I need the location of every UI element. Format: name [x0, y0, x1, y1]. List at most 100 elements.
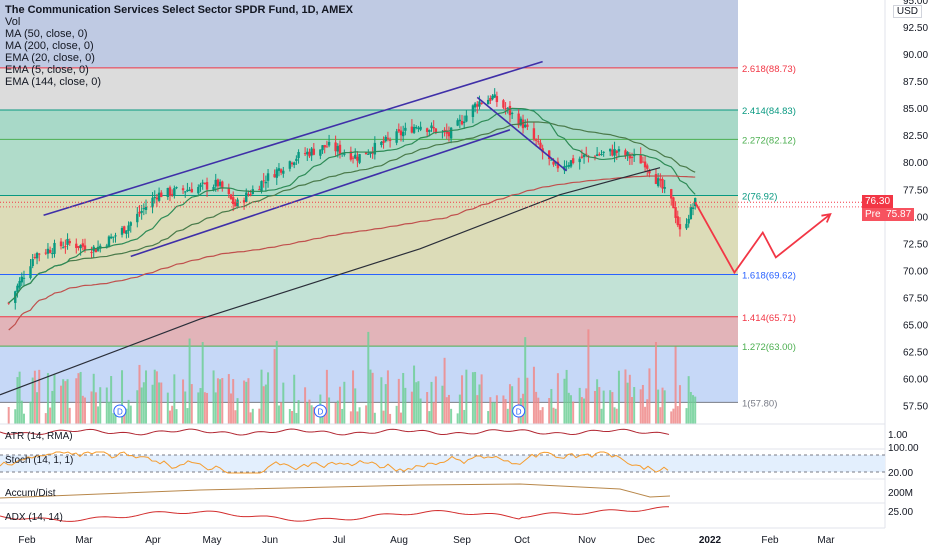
price-tick-label: 90.00 [903, 50, 928, 61]
candle-body [506, 107, 509, 109]
candle-body [567, 165, 570, 167]
candle-body [493, 94, 496, 98]
legend-ma50[interactable]: MA (50, close, 0) [5, 28, 88, 40]
price-tick-label: 67.50 [903, 293, 928, 304]
candle-body [643, 161, 647, 168]
candle-body [354, 154, 357, 159]
volume-bar [280, 402, 283, 424]
volume-bar [615, 408, 618, 424]
legend-vol[interactable]: Vol [5, 16, 21, 28]
legend-ema20[interactable]: EMA (20, close, 0) [5, 52, 95, 64]
volume-bar [336, 400, 339, 424]
candle-body [672, 197, 675, 209]
volume-bar [567, 392, 570, 424]
volume-bar [644, 406, 647, 424]
volume-bar [583, 398, 586, 424]
volume-bar [613, 407, 616, 424]
candle-body [46, 248, 50, 254]
stoch-label[interactable]: Stoch (14, 1, 1) [5, 455, 74, 466]
currency-badge[interactable]: USD [892, 5, 922, 18]
candle-body [386, 137, 390, 139]
candle-body [127, 225, 130, 231]
time-tick-label: Nov [578, 535, 596, 546]
candle-body [323, 145, 326, 148]
candle-body [691, 207, 695, 209]
volume-bar [338, 386, 341, 424]
legend-ema5[interactable]: EMA (5, close, 0) [5, 64, 89, 76]
candle-body [35, 252, 39, 259]
atr-label[interactable]: ATR (14, RMA) [5, 431, 73, 442]
candle-body [504, 108, 507, 110]
candle-body [524, 124, 527, 128]
candle-body [212, 186, 215, 191]
price-tick-label: 72.50 [903, 239, 928, 250]
candle-body [384, 136, 387, 142]
price-tick-label: 75.00 [903, 212, 928, 223]
volume-bar [428, 411, 431, 424]
projection-arrow-head [821, 212, 832, 223]
volume-bar [62, 379, 65, 424]
candle-body [580, 156, 584, 158]
candle-body [338, 144, 342, 155]
chart-title[interactable]: The Communication Services Select Sector… [5, 4, 354, 16]
volume-bar [273, 349, 276, 424]
volume-bar [291, 411, 294, 424]
candle-body [205, 182, 209, 190]
candle-body [105, 245, 108, 247]
volume-bar [79, 371, 82, 424]
volume-bar [587, 329, 590, 424]
legend-ma200[interactable]: MA (200, close, 0) [5, 40, 94, 52]
volume-bar [75, 378, 78, 424]
candle-body [654, 174, 658, 184]
volume-bar [203, 392, 206, 424]
candle-body [473, 103, 477, 108]
candle-body [367, 153, 370, 155]
volume-bar [308, 399, 311, 424]
volume-bar [628, 374, 631, 424]
volume-bar [384, 384, 387, 424]
volume-bar [478, 384, 481, 424]
adx-label[interactable]: ADX (14, 14) [5, 512, 63, 523]
volume-bar [689, 391, 692, 424]
candle-body [166, 187, 170, 197]
volume-bar [297, 400, 300, 424]
volume-bar [258, 408, 261, 424]
volume-bar [264, 384, 267, 424]
volume-bar [160, 382, 163, 424]
candle-body [38, 253, 41, 255]
volume-bar [234, 410, 237, 424]
candle-body [53, 242, 56, 254]
volume-bar [260, 369, 263, 424]
volume-bar [31, 377, 34, 424]
candle-body [170, 193, 174, 195]
candle-body [425, 128, 429, 132]
price-tick-label: 57.50 [903, 402, 928, 413]
volume-bar [450, 408, 453, 424]
volume-bar [517, 377, 520, 424]
volume-bar [214, 392, 217, 424]
candle-body [556, 161, 560, 169]
volume-bar [288, 409, 291, 424]
volume-bar [277, 405, 280, 424]
volume-bar [676, 406, 679, 424]
volume-bar [646, 399, 649, 424]
volume-bar [535, 391, 538, 424]
dividend-marker-label: D [516, 408, 522, 417]
volume-bar [426, 392, 429, 424]
candle-body [249, 194, 252, 196]
volume-bar [456, 413, 459, 424]
volume-bar [7, 407, 10, 424]
candle-body [449, 127, 453, 139]
candle-body [578, 158, 581, 163]
volume-bar [670, 411, 673, 424]
candle-body [153, 196, 156, 198]
volume-bar [524, 337, 527, 424]
candle-body [661, 179, 664, 189]
legend-ema144[interactable]: EMA (144, close, 0) [5, 76, 101, 88]
accum-dist-label[interactable]: Accum/Dist [5, 488, 56, 499]
volume-bar [445, 397, 448, 424]
volume-bar [145, 370, 148, 424]
fib-level-label: 1.414(65.71) [742, 313, 796, 324]
